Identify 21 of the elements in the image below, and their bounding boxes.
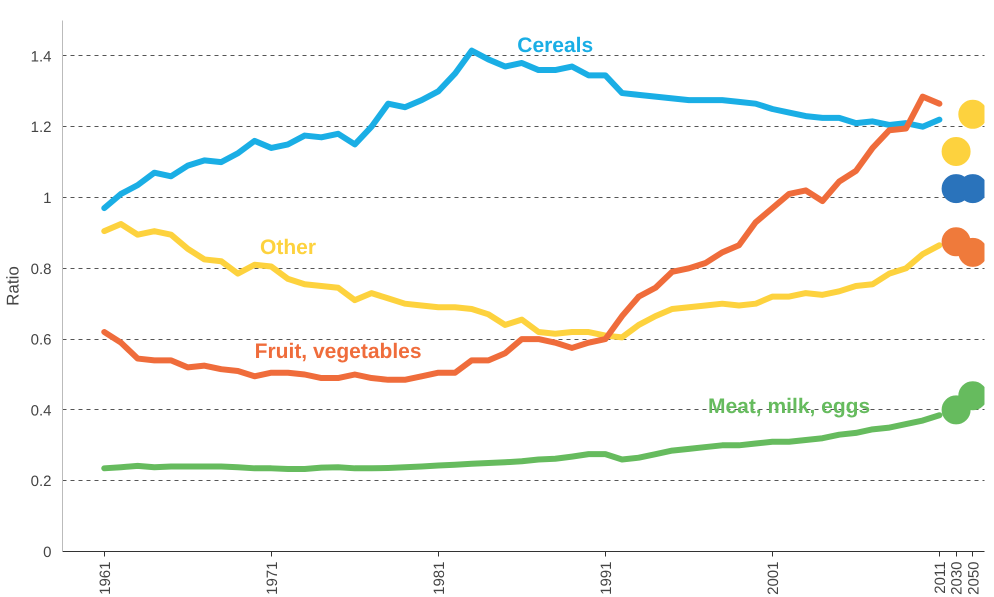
x-tick-label: 2001 [764,561,782,595]
x-tick-label: 2050 [965,561,982,595]
y-tick-label: 0 [43,544,52,561]
y-tick-label: 1 [43,190,52,207]
y-tick-label: 0.2 [30,473,52,490]
y-tick-label: 1.2 [30,119,52,136]
y-tick-label: 0.8 [30,260,52,278]
x-tick-label: 1981 [430,561,448,595]
x-tick-label: 1961 [96,561,114,595]
x-tick-label: 2011 [932,561,949,594]
y-tick-label: 0.4 [30,402,52,420]
series-label: Other [260,236,316,259]
x-tick-label: 1971 [264,561,281,595]
series-label: Fruit, vegetables [254,340,422,364]
y-tick-label: 1.4 [30,48,52,66]
x-tick-label: 1991 [598,561,615,595]
y-axis-title: Ratio [4,266,23,306]
series-label: Meat, milk, eggs [708,395,870,418]
x-tick-label: 2030 [948,561,966,595]
y-tick-label: 0.6 [30,332,52,349]
series-label: Cereals [517,34,594,57]
